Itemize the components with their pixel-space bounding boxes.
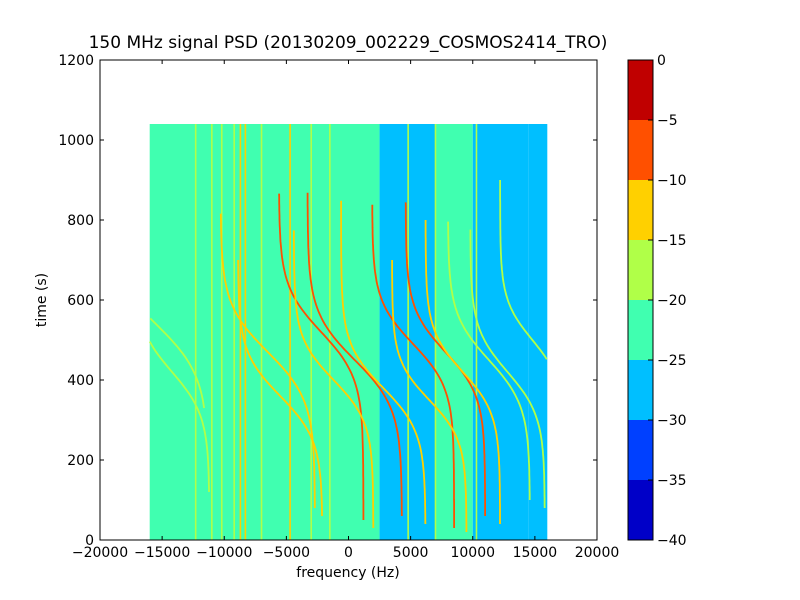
colorbar: −40 −35 −30 −25 −20 −15 −10 −5 0	[627, 53, 687, 549]
doppler-track	[391, 260, 468, 532]
y-tick-label: 400	[67, 373, 94, 389]
heatmap-background-region	[149, 124, 380, 540]
x-axis-label: frequency (Hz)	[296, 565, 399, 581]
x-tick-label: 10000	[450, 545, 495, 561]
doppler-track	[149, 341, 210, 492]
colorbar-tick-label: 0	[657, 53, 666, 69]
doppler-track	[237, 260, 323, 516]
doppler-track	[371, 204, 456, 528]
colorbar-tick-label: −10	[657, 173, 687, 189]
doppler-track	[499, 180, 548, 360]
x-tick-label: −15000	[134, 545, 190, 561]
heatmap-background-region	[528, 124, 548, 540]
colorbar-tick-label: −35	[657, 473, 687, 489]
x-tick-label: 5000	[393, 545, 429, 561]
colorbar-band	[628, 180, 653, 240]
y-tick-label: 1200	[58, 53, 94, 69]
colorbar-tick-label: −20	[657, 293, 687, 309]
y-tick-label: 600	[67, 293, 94, 309]
y-tick-label: 200	[67, 453, 94, 469]
x-tick-label: 15000	[513, 545, 558, 561]
x-tick-label: −10000	[196, 545, 252, 561]
doppler-track	[447, 221, 531, 500]
colorbar-tick-label: −40	[657, 533, 687, 549]
x-tick-label: −5000	[263, 545, 310, 561]
chart-title: 150 MHz signal PSD (20130209_002229_COSM…	[89, 33, 608, 53]
doppler-track	[219, 213, 316, 508]
colorbar-tick-label: −15	[657, 233, 687, 249]
colorbar-tick-label: −25	[657, 353, 687, 369]
doppler-track	[306, 192, 403, 516]
plot-area: −20000 −15000 −10000 −5000 0 5000 10000 15000 20…	[58, 53, 619, 561]
colorbar-band	[628, 300, 653, 360]
y-tick-label: 800	[67, 213, 94, 229]
colorbar-tick-label: −30	[657, 413, 687, 429]
y-axis-label: time (s)	[34, 273, 50, 327]
doppler-track	[424, 220, 501, 524]
doppler-track	[278, 193, 365, 520]
x-axis: −20000 −15000 −10000 −5000 0 5000 10000 15000 20…	[72, 60, 619, 561]
colorbar-tick-label: −5	[657, 113, 678, 129]
spectrogram-heatmap	[149, 124, 548, 540]
y-tick-label: 1000	[58, 133, 94, 149]
colorbar-band	[628, 60, 653, 120]
colorbar-band	[628, 240, 653, 300]
y-tick-label: 0	[85, 533, 94, 549]
doppler-track	[292, 230, 375, 528]
doppler-track	[469, 229, 546, 509]
colorbar-band	[628, 420, 653, 480]
x-tick-label: 0	[344, 545, 353, 561]
doppler-track	[340, 200, 427, 525]
x-tick-label: −20000	[72, 545, 128, 561]
colorbar-band	[628, 120, 653, 180]
y-axis: 0 200 400 600 800 1000 1200	[58, 53, 597, 549]
x-tick-label: 20000	[575, 545, 620, 561]
colorbar-band	[628, 480, 653, 540]
doppler-track	[149, 317, 205, 409]
colorbar-band	[628, 360, 653, 420]
